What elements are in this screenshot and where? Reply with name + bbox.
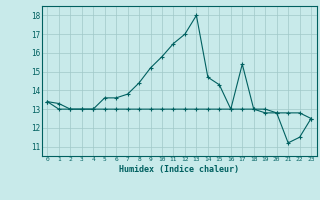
X-axis label: Humidex (Indice chaleur): Humidex (Indice chaleur) — [119, 165, 239, 174]
